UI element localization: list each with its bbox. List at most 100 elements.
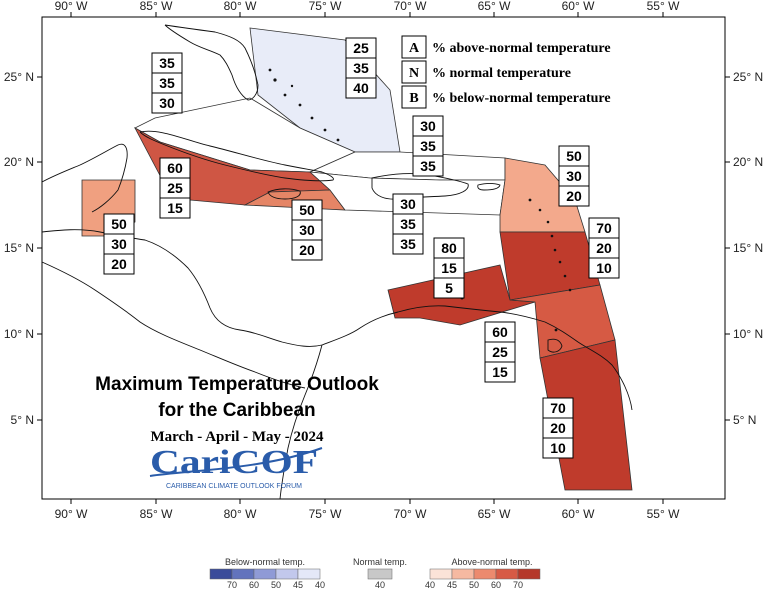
colorbar-above-title: Above-normal temp. [451,557,532,567]
prob-box-bahamas [345,37,377,99]
prob-box-guianas [542,397,574,459]
prob-box-leeward [558,145,590,207]
prob-normal: 30 [111,236,127,252]
prob-below: 10 [550,440,566,456]
legend-key: A [409,41,420,56]
coastlines [41,24,633,500]
prob-above: 80 [441,240,457,256]
swatch [495,568,519,580]
prob-below: 20 [111,256,127,272]
lon-tick-label: 90° W [55,0,88,13]
lat-tick-label: 10° N [733,327,763,341]
prob-normal: 25 [167,180,183,196]
lon-tick-labels-top: 90° W 85° W 80° W 75° W 70° W 65° W 60° … [55,0,680,13]
lat-tick-label: 20° N [4,155,34,169]
swatch [473,568,497,580]
lat-tick-label: 5° N [11,413,34,427]
legend-label: % below-normal temperature [432,91,611,106]
caricof-logo: CariCOF CARIBBEAN CLIMATE OUTLOOK FORUM [149,444,323,490]
prob-below: 15 [167,200,183,216]
prob-box-gulf-edge [151,52,183,114]
legend-item-normal: N % normal temperature [401,60,571,84]
lon-tick-label: 55° W [647,0,680,13]
prob-above: 50 [299,202,315,218]
lon-tick-label: 90° W [55,507,88,521]
coast-pacific-central-america [41,261,306,389]
prob-normal: 20 [550,420,566,436]
prob-box-jamaica [291,199,323,261]
prob-above: 35 [159,55,175,71]
logo-swoosh-icon [149,447,323,477]
prob-above: 50 [566,148,582,164]
colorbar-tick: 50 [469,580,479,590]
lon-tick-label: 60° W [562,507,595,521]
prob-below: 5 [445,280,453,296]
lon-tick-label: 70° W [394,0,427,13]
swatch [451,568,475,580]
swatch [517,568,541,580]
prob-above: 30 [420,118,436,134]
prob-above: 70 [596,220,612,236]
prob-below: 15 [492,364,508,380]
lon-tick-label: 70° W [394,507,427,521]
lat-tick-label: 25° N [4,70,34,84]
lon-tick-label: 75° W [309,0,342,13]
lat-tick-labels-right: 25° N 20° N 15° N 10° N 5° N [733,70,763,427]
lon-tick-label: 85° W [140,507,173,521]
prob-below: 35 [420,158,436,174]
colorbar-tick: 40 [315,580,325,590]
colorbar-tick: 45 [447,580,457,590]
prob-box-belize [103,213,135,275]
prob-below: 20 [566,188,582,204]
prob-box-south-hispaniola [392,193,424,255]
probability-values: 25 35 40 35 35 30 60 25 15 50 30 20 50 3… [111,40,612,456]
colorbar-tick: 40 [375,580,385,590]
colorbar-normal-title: Normal temp. [353,557,407,567]
prob-above: 60 [167,160,183,176]
swatch [275,568,299,580]
lon-tick-label: 75° W [309,507,342,521]
swatch [297,568,321,580]
map-title: Maximum Temperature Outlook for the Cari… [95,374,379,445]
season-label: March - April - May - 2024 [150,429,324,445]
prob-below: 10 [596,260,612,276]
prob-below: 35 [400,236,416,252]
coast-cuba [139,130,334,182]
prob-box-trinidad [484,321,516,383]
tick-marks [37,12,730,504]
legend-label: % above-normal temperature [432,41,611,56]
legend-key: N [409,66,419,81]
coast-north-south-america [321,305,633,411]
lat-tick-label: 5° N [733,413,756,427]
prob-below: 20 [299,242,315,258]
coast-florida [164,24,259,101]
probability-boxes [103,37,620,459]
prob-above: 70 [550,400,566,416]
legend-item-above: A % above-normal temperature [401,35,611,59]
colorbar-above-swatches [429,568,541,580]
colorbar-tick: 70 [513,580,523,590]
title-line-1: Maximum Temperature Outlook [95,374,379,395]
lat-tick-labels-left: 25° N 20° N 15° N 10° N 5° N [4,70,34,427]
prob-normal: 35 [420,138,436,154]
colorbar-below-swatches [209,568,321,580]
anb-legend: A % above-normal temperature N % normal … [401,35,611,109]
coast-jamaica [267,188,301,200]
prob-box-cuba-cayman [159,157,191,219]
lat-tick-label: 10° N [4,327,34,341]
lon-tick-label: 65° W [478,0,511,13]
prob-normal: 35 [159,75,175,91]
swatch [429,568,453,580]
colorbar-tick: 60 [491,580,501,590]
legend-label: % normal temperature [432,66,571,81]
prob-box-north-hispaniola [412,115,444,177]
prob-below: 30 [159,95,175,111]
coast-yucatan [41,143,128,213]
prob-normal: 15 [441,260,457,276]
lon-tick-label: 65° W [478,507,511,521]
colorbar-tick: 50 [271,580,281,590]
lat-tick-label: 25° N [733,70,763,84]
swatch [209,568,233,580]
prob-above: 25 [353,40,369,56]
